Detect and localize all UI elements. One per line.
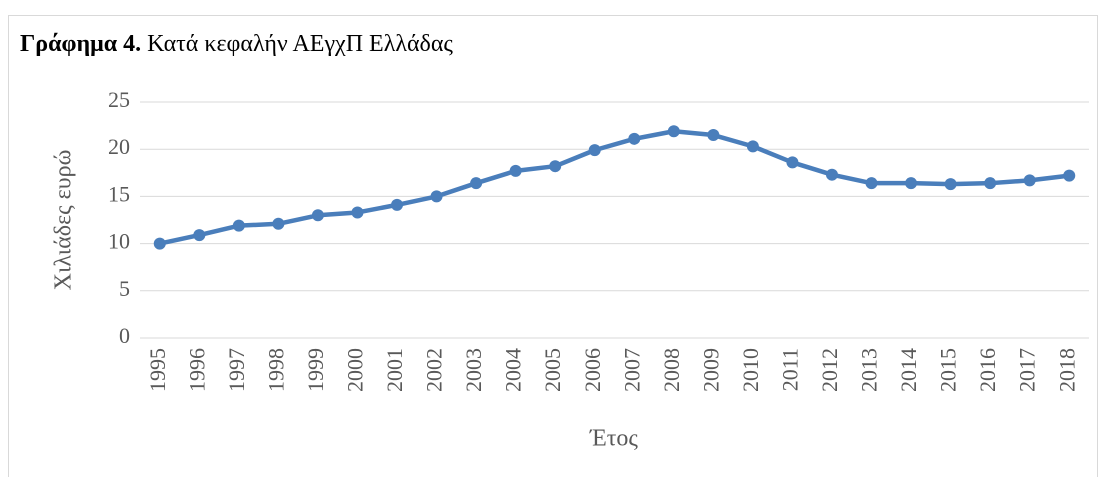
x-tick-label: 1998 [263,348,288,392]
data-point [193,229,206,242]
data-point [667,125,680,138]
x-tick-label: 2002 [422,348,447,392]
x-tick-label: 2008 [659,348,684,392]
x-tick-label: 2014 [896,348,921,392]
data-point [588,144,601,157]
data-point [351,206,364,219]
x-tick-label: 2015 [936,348,961,392]
x-tick-label: 1997 [224,348,249,392]
data-point [1063,169,1076,182]
data-point [707,129,720,142]
y-tick-label: 5 [119,276,130,301]
data-point [1023,174,1036,187]
data-point [905,177,918,190]
data-point [984,177,997,190]
x-tick-label: 2009 [698,348,723,392]
data-point [232,219,245,232]
y-tick-label: 15 [108,181,130,206]
x-tick-label: 2006 [580,348,605,392]
x-tick-label: 2010 [738,348,763,392]
x-tick-label: 2017 [1015,348,1040,392]
title-label: Γράφημα 4. [20,31,141,57]
data-point [628,132,641,145]
x-tick-label: 2012 [817,348,842,392]
x-tick-label: 2011 [777,348,802,391]
series-line [157,129,1072,246]
x-tick-label: 1996 [184,348,209,392]
x-tick-label: 2007 [619,348,644,392]
y-tick-label: 10 [108,229,130,254]
data-point [430,190,443,203]
y-tick-label: 25 [108,87,130,112]
x-tick-label: 1999 [303,348,328,392]
x-tick-label: 2000 [343,348,368,392]
y-axis-label: Χιλιάδες ευρώ [51,150,77,291]
x-tick-label: 2013 [857,348,882,392]
x-tick-label: 2004 [501,348,526,392]
data-point [470,177,483,190]
chart-title: Γράφημα 4. Κατά κεφαλήν ΑΕγχΠ Ελλάδας [20,31,453,57]
y-tick-label: 20 [108,134,130,159]
data-point [153,237,166,250]
x-tick-label: 1995 [145,348,170,392]
title-text: Κατά κεφαλήν ΑΕγχΠ Ελλάδας [147,31,453,57]
chart-frame [8,15,1098,477]
data-point [509,164,522,177]
x-tick-label: 2016 [975,348,1000,392]
data-point [786,156,799,169]
data-point [391,198,404,211]
y-tick-label: 0 [119,323,130,348]
x-tick-label: 2001 [382,348,407,392]
data-point [825,168,838,181]
x-tick-label: 2005 [540,348,565,392]
x-axis-label: Έτος [589,426,638,452]
data-point [865,177,878,190]
data-point [272,217,285,230]
x-tick-label: 2003 [461,348,486,392]
data-point [549,160,562,173]
data-point [311,209,324,222]
x-tick-label: 2018 [1054,348,1079,392]
data-point [746,140,759,153]
data-point [944,178,957,191]
